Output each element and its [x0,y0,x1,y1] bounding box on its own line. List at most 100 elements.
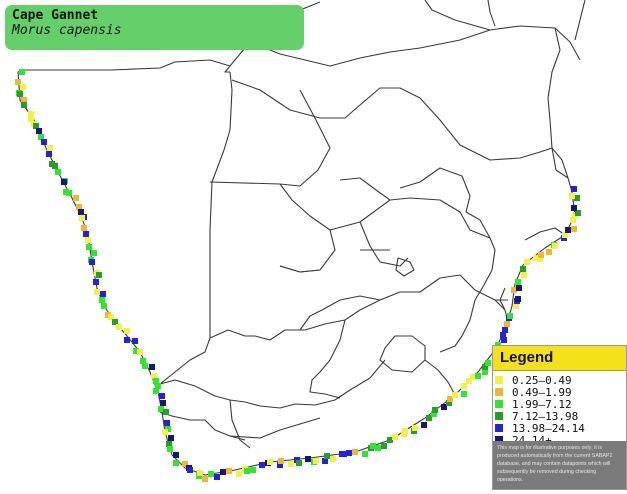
species-scientific-name: Morus capensis [12,23,122,38]
occurrence-square [552,243,558,249]
occurrence-square [99,297,105,303]
legend-swatch [495,412,503,420]
occurrence-square [461,383,467,389]
occurrence-square [569,193,575,199]
occurrence-square [52,163,58,169]
occurrence-square [73,195,79,201]
occurrence-square [158,406,164,412]
occurrence-square [322,458,328,464]
occurrence-square [132,338,138,344]
occurrence-square [162,429,168,435]
occurrence-square [482,369,488,375]
occurrence-square [149,364,155,370]
occurrence-square [36,128,42,134]
occurrence-square [21,102,27,108]
occurrence-square [96,272,102,278]
occurrence-square [94,289,100,295]
occurrence-square [447,396,453,402]
occurrence-square [375,445,381,451]
species-title-box: Cape Gannet Morus capensis [5,5,304,50]
occurrence-square [562,232,568,238]
legend-heading: Legend [493,346,626,371]
occurrence-square [108,314,114,320]
occurrence-square [112,319,118,325]
occurrence-square [116,324,122,330]
occurrence-square [520,266,526,272]
occurrence-square [341,451,347,457]
occurrence-square [330,456,336,462]
legend-label: 7.12–13.98 [512,409,579,423]
occurrence-square [137,349,143,355]
occurrence-square [61,179,67,185]
legend-item: 0.25–0.49 [495,373,626,387]
occurrence-square [55,169,61,175]
occurrence-square [140,358,146,364]
occurrence-square [352,449,358,455]
occurrence-square [153,378,159,384]
occurrence-square [173,452,179,458]
occurrence-square [220,469,226,475]
occurrence-square [101,303,107,309]
occurrence-square [38,134,44,140]
occurrence-square [402,428,408,434]
occurrence-square [475,373,481,379]
occurrence-square [537,256,543,262]
occurrence-square [83,231,89,237]
occurrence-square [521,272,527,278]
occurrence-square [362,451,368,457]
occurrence-square [47,145,53,151]
occurrence-square [28,111,34,117]
occurrence-square [214,474,220,480]
occurrence-square [182,461,188,467]
occurrence-square [153,388,159,394]
occurrence-square [81,225,87,231]
occurrence-square [482,364,488,370]
occurrence-square [574,195,580,201]
occurrence-square [370,443,376,449]
occurrence-square [124,328,130,334]
occurrence-square [571,205,577,211]
occurrence-square [267,459,273,465]
occurrence-square [470,374,476,380]
occurrence-square [461,391,467,397]
occurrence-square [570,217,576,223]
occurrence-square [197,470,203,476]
occurrence-square [33,123,39,129]
occurrence-square [259,462,265,468]
occurrence-square [571,186,577,192]
legend-label: 0.25–0.49 [512,373,572,387]
occurrence-square [168,435,174,441]
occurrence-square [79,215,85,221]
occurrence-square [250,467,256,473]
occurrence-square [501,337,507,343]
occurrence-square [46,151,52,157]
occurrence-square [515,279,521,285]
legend-item: 7.12–13.98 [495,409,626,423]
legend-swatch [495,424,503,432]
occurrence-square [20,84,26,90]
occurrence-square [166,441,172,447]
occurrence-square [431,411,437,417]
country-borders [17,0,586,476]
occurrence-square [452,392,458,398]
occurrence-square [305,456,311,462]
occurrence-square [524,259,530,265]
occurrence-square [155,383,161,389]
occurrence-square [575,210,581,216]
occurrence-square [15,79,21,85]
occurrence-square [167,446,173,452]
occurrence-square [381,443,387,449]
occurrence-square [296,460,302,466]
occurrence-squares [15,69,581,482]
occurrence-square [226,468,232,474]
occurrence-square [432,407,438,413]
occurrence-square [78,209,84,215]
legend-item: 1.99–7.12 [495,398,626,411]
occurrence-square [502,327,508,333]
legend-label: 0.49–1.99 [512,385,572,399]
occurrence-square [208,471,214,477]
species-common-name: Cape Gannet [12,8,99,23]
occurrence-square [546,249,552,255]
occurrence-square [412,425,418,431]
